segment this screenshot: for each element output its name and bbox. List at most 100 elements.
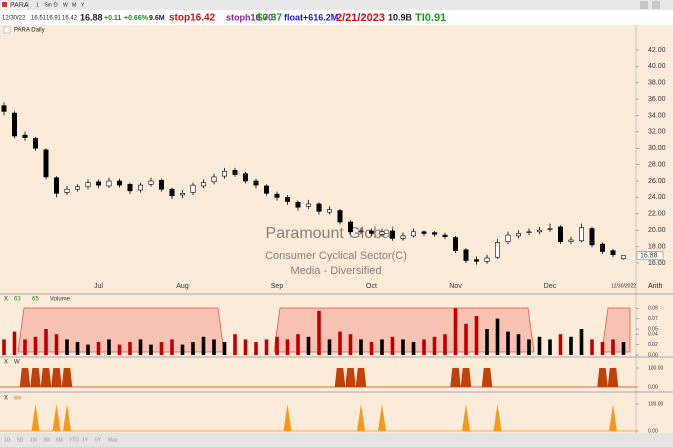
range-button[interactable]: 5Y: [95, 437, 102, 443]
last-price-label: 16.88: [640, 253, 658, 260]
range-button[interactable]: YTD: [69, 437, 79, 443]
candle-body: [12, 112, 18, 137]
tab-label[interactable]: PARA: [10, 2, 29, 9]
panel-close[interactable]: X: [4, 396, 8, 402]
candle-body: [32, 138, 38, 149]
candle-body: [253, 180, 259, 186]
indicator-label[interactable]: 63: [14, 297, 21, 303]
candle-body: [473, 259, 479, 262]
header-open: 16.51: [31, 16, 47, 22]
indicator-label[interactable]: 65: [32, 297, 39, 303]
scale-label[interactable]: Arith: [648, 283, 663, 290]
y-tick-label: 0.04: [648, 332, 658, 338]
candle-body: [610, 250, 616, 256]
candle-body: [274, 193, 280, 198]
indicator-label[interactable]: W: [14, 360, 20, 366]
indicator-spike: [493, 404, 502, 431]
watermark: Consumer Cyclical Sector(C): [265, 250, 407, 262]
candle-body: [578, 227, 584, 242]
range-button[interactable]: 3M: [43, 437, 50, 443]
candle-body: [358, 230, 364, 233]
volume-bar: [495, 318, 500, 355]
indicator-spike: [609, 404, 617, 431]
volume-bar: [621, 342, 626, 355]
timeframe-button[interactable]: 5m: [45, 2, 52, 8]
range-button[interactable]: 1M: [30, 437, 37, 443]
volume-bar: [306, 336, 311, 355]
volume-bar: [558, 334, 563, 355]
timeframe-button[interactable]: Y: [81, 2, 85, 8]
timeframe-button[interactable]: W: [63, 2, 68, 8]
candle-body: [599, 243, 605, 252]
volume-bar: [611, 339, 615, 355]
y-tick-label: 28.00: [648, 161, 666, 168]
volume-bar: [485, 329, 489, 355]
indicator-spike: [357, 404, 365, 431]
candle-body: [222, 170, 228, 177]
y-tick-label: 0.00: [648, 352, 658, 358]
y-tick-label: 22.00: [648, 211, 666, 218]
volume-bar: [464, 323, 468, 355]
range-button[interactable]: 5D: [17, 437, 24, 443]
volume-bar: [474, 316, 479, 355]
volume-bar: [149, 344, 153, 355]
volume-bar: [117, 344, 122, 355]
window-button[interactable]: [652, 1, 660, 9]
candle-body: [22, 134, 28, 138]
x-tick-label: Jul: [94, 283, 103, 290]
volume-bar: [65, 339, 69, 355]
y-tick-label: 100.00: [648, 365, 664, 371]
timeframe-button[interactable]: D: [54, 2, 58, 8]
toolbar: [0, 0, 673, 10]
candle-body: [400, 235, 406, 239]
volume-bar: [275, 336, 279, 355]
header-mcap: 10.9B: [388, 12, 413, 22]
volume-bar: [75, 342, 80, 355]
header-date: 12/30/22: [2, 16, 26, 22]
indicator-spike: [283, 404, 292, 431]
volume-bar: [243, 339, 248, 355]
indicator-label[interactable]: wx: [13, 396, 21, 402]
y-tick-label: 0.07: [648, 316, 658, 322]
y-tick-label: 100.00: [648, 401, 664, 407]
candle-body: [463, 249, 469, 261]
candle-body: [389, 230, 395, 239]
volume-bar: [180, 344, 185, 355]
y-tick-label: 26.00: [648, 178, 666, 185]
indicator-label[interactable]: Volume: [50, 297, 71, 303]
candle-body: [1, 105, 7, 112]
x-tick-label: Dec: [544, 283, 557, 290]
volume-bar: [411, 342, 416, 355]
candle-body: [159, 179, 165, 190]
range-button[interactable]: 1D: [4, 437, 11, 443]
volume-bar: [264, 339, 269, 355]
watermark: Media - Diversified: [290, 265, 381, 277]
y-tick-label: 20.00: [648, 227, 666, 234]
volume-bar: [527, 339, 531, 355]
volume-bar: [2, 339, 6, 355]
volume-bar: [516, 334, 521, 355]
timeframe-button[interactable]: 1: [36, 2, 39, 8]
volume-bar: [212, 339, 216, 355]
range-button[interactable]: 6M: [56, 437, 63, 443]
candle-body: [431, 232, 437, 235]
candle-body: [243, 173, 249, 182]
chart-title: PARA Daily: [14, 28, 45, 34]
panel-close[interactable]: X: [4, 360, 8, 366]
volume-bar: [422, 339, 426, 355]
header-ti: TI0.91: [415, 12, 446, 24]
y-tick-label: 0.00: [648, 384, 658, 390]
candle-body: [232, 170, 238, 175]
panel-close[interactable]: X: [4, 297, 8, 303]
volume-bar: [285, 339, 290, 355]
volume-bar: [369, 342, 374, 355]
indicator-area: [481, 368, 493, 387]
timeframe-button[interactable]: M: [72, 2, 76, 8]
x-tick-label: 12/30/2022: [611, 283, 636, 289]
y-tick-label: 30.00: [648, 145, 666, 152]
window-button[interactable]: [640, 1, 648, 9]
range-button[interactable]: 1Y: [82, 437, 89, 443]
chart-menu[interactable]: [3, 26, 11, 34]
range-button[interactable]: Max: [108, 437, 118, 443]
